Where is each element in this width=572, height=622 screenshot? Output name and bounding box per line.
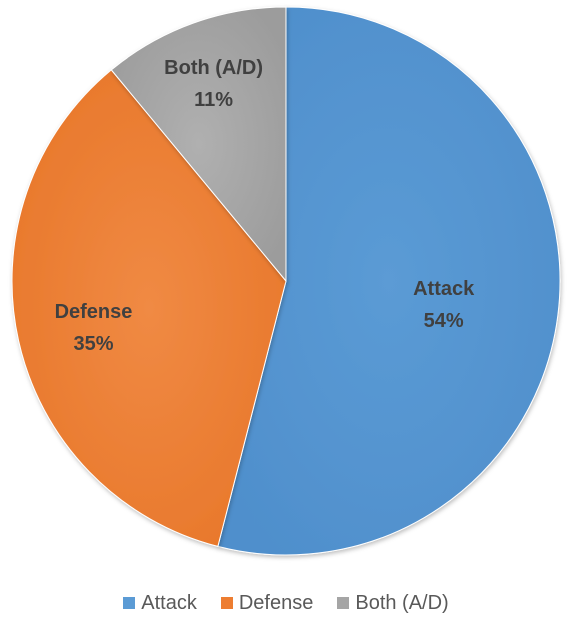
data-label-name-attack: Attack	[413, 278, 475, 300]
legend-item-defense: Defense	[220, 591, 314, 615]
data-label-name-defense: Defense	[55, 301, 133, 323]
data-label-both-a-d: Both (A/D) 11%	[164, 57, 263, 111]
chart-legend: Attack Defense Both (A/D)	[0, 588, 572, 618]
data-label-name-both-a-d: Both (A/D)	[164, 57, 263, 79]
legend-item-both-a-d: Both (A/D)	[337, 591, 449, 615]
pie-slice-both-a-d	[110, 6, 287, 283]
data-label-attack: Attack 54%	[413, 278, 475, 332]
legend-item-attack: Attack	[123, 592, 197, 615]
legend-swatch-both-a-d	[337, 597, 350, 609]
pie-chart-plot: Attack 54% Defense 35% Both (A/D) 11%	[11, 6, 561, 556]
pie-slices	[11, 6, 561, 556]
data-label-defense: Defense 35%	[55, 301, 133, 355]
pie-slice-defense	[11, 69, 287, 548]
legend-swatch-attack	[123, 597, 136, 609]
data-label-value-attack: 54%	[424, 310, 464, 332]
legend-label-defense: Defense	[238, 591, 314, 614]
legend-label-both-a-d: Both (A/D)	[355, 591, 449, 614]
data-label-value-both-a-d: 11%	[194, 89, 233, 111]
legend-label-attack: Attack	[141, 591, 197, 614]
data-label-value-defense: 35%	[73, 333, 113, 355]
pie-slice-attack	[217, 6, 561, 556]
pie-data-labels: Attack 54% Defense 35% Both (A/D) 11%	[55, 57, 476, 355]
legend-swatch-defense	[220, 597, 233, 609]
